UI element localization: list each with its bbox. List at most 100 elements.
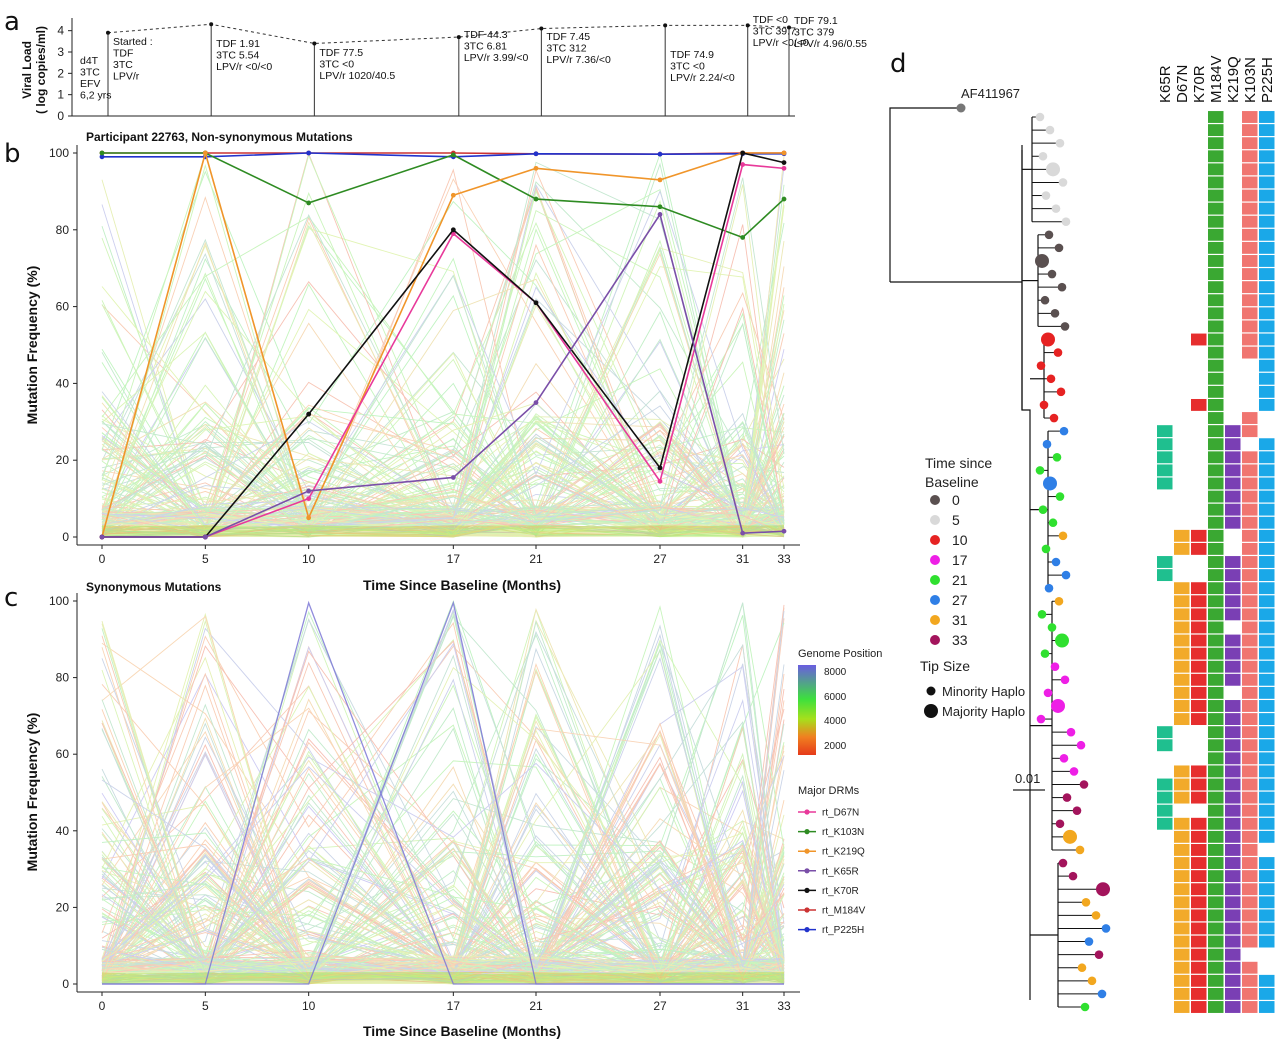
- ns-bg-line: [101, 187, 785, 537]
- syn-bg-line: [101, 728, 785, 978]
- syn-band-line: [101, 972, 785, 983]
- ns-bg-line: [101, 433, 785, 536]
- panel-label-c: c: [4, 583, 18, 613]
- heatmap-cell-K219Q: [1225, 739, 1241, 752]
- ns-band-line: [101, 525, 785, 538]
- tree-tip-17: [1060, 675, 1070, 685]
- heatmap-cell-K219Q: [1225, 817, 1241, 830]
- ns-bg-line: [101, 487, 785, 532]
- heatmap-cell-P225H: [1259, 255, 1275, 267]
- heatmap-cell-K65R: [1157, 791, 1173, 804]
- syn-band-line: [101, 972, 785, 981]
- ns-bg-line: [101, 429, 785, 537]
- heatmap-cell-K103N: [1242, 974, 1258, 987]
- ns-bg-line: [101, 178, 785, 529]
- syn-bg-line: [101, 885, 785, 980]
- heatmap-cell-K219Q: [1225, 516, 1241, 529]
- ns-band-line: [101, 526, 785, 537]
- ns-bg-line: [101, 422, 785, 535]
- panel-label-b: b: [4, 139, 21, 169]
- heatmap-cell-M184V: [1208, 569, 1224, 582]
- syn-bg-line: [101, 762, 785, 984]
- syn-band-line: [101, 972, 785, 984]
- series-rt_K70R: [99, 150, 787, 540]
- mutation-column-label-K103N: K103N: [1242, 57, 1259, 103]
- ns-background-mutations: [101, 151, 785, 538]
- viral-load-point: [745, 23, 750, 28]
- syn-bg-line: [101, 850, 785, 979]
- syn-bg-line: [101, 905, 785, 978]
- tree-tip-21: [1041, 544, 1051, 554]
- syn-bg-line: [101, 940, 785, 984]
- heatmap-cell-K219Q: [1225, 713, 1241, 726]
- time-legend-dot-31: [930, 615, 940, 625]
- heatmap-cell-D67N: [1174, 883, 1190, 896]
- syn-bg-line: [101, 717, 785, 985]
- syn-band-line: [101, 973, 785, 980]
- viral-load-annotation-line: d4T: [80, 55, 99, 67]
- heatmap-cell-M184V: [1208, 621, 1224, 634]
- drm-legend-dot-rt_K65R: [804, 868, 810, 874]
- syn-bg-line: [101, 828, 785, 970]
- ns-bg-line: [101, 331, 785, 520]
- tree-tip-33: [1062, 793, 1072, 802]
- heatmap-cell-M184V: [1208, 1001, 1224, 1013]
- heatmap-cell-K219Q: [1225, 974, 1241, 987]
- syn-bg-line: [101, 787, 785, 985]
- syn-bg-line: [101, 763, 785, 984]
- ns-bg-line: [101, 188, 785, 527]
- syn-ytick-label: 0: [62, 977, 69, 991]
- viral-load-annotation-line: Started :: [113, 36, 153, 48]
- mutation-column-label-K65R: K65R: [1157, 65, 1174, 103]
- ns-bg-line: [101, 298, 785, 534]
- syn-bg-line: [101, 610, 785, 972]
- heatmap-cell-M184V: [1208, 700, 1224, 712]
- heatmap-cell-M184V: [1208, 647, 1224, 660]
- syn-band-line: [101, 975, 785, 983]
- syn-bg-line: [101, 855, 785, 982]
- viral-load-annotation-line: 3TC 39.7: [753, 26, 796, 38]
- syn-bg-line: [101, 786, 785, 983]
- syn-bg-line: [101, 937, 785, 984]
- heatmap-cell-K103N: [1242, 1001, 1258, 1013]
- heatmap-cell-M184V: [1208, 529, 1224, 542]
- syn-bg-line: [101, 728, 785, 978]
- heatmap-cell-P225H: [1259, 307, 1275, 320]
- heatmap-cell-K219Q: [1225, 883, 1241, 896]
- syn-bg-line: [101, 970, 785, 983]
- syn-bg-line: [101, 620, 785, 981]
- syn-band-line: [101, 972, 785, 983]
- heatmap-cell-K70R: [1191, 778, 1207, 791]
- ns-band-line: [101, 528, 785, 537]
- viral-load-annotation-line: TDF 74.9: [670, 49, 714, 61]
- viral-load-annotation-line: TDF 7.45: [546, 31, 590, 43]
- syn-bg-line: [101, 729, 785, 980]
- syn-bg-line: [101, 630, 785, 984]
- syn-xtick-label: 10: [302, 999, 316, 1013]
- syn-bg-line: [101, 858, 785, 973]
- synonymous-xlabel: Time Since Baseline (Months): [363, 1023, 561, 1039]
- syn-background-mutations: [101, 599, 785, 986]
- heatmap-cell-K70R: [1191, 686, 1207, 699]
- viral-load-ylabel-1: Viral Load: [20, 41, 34, 99]
- non-synonymous-title: Participant 22763, Non-synonymous Mutati…: [86, 130, 353, 144]
- viral-load-annotation-line: 3TC 379: [794, 27, 834, 39]
- syn-bg-line: [101, 662, 785, 978]
- heatmap-cell-P225H: [1259, 333, 1275, 346]
- heatmap-cell-K103N: [1242, 215, 1258, 228]
- heatmap-cell-P225H: [1259, 516, 1275, 529]
- ns-bg-line: [101, 304, 785, 528]
- heatmap-cell-D67N: [1174, 896, 1190, 909]
- heatmap-cell-P225H: [1259, 883, 1275, 896]
- major-drms-title: Major DRMs: [798, 785, 860, 797]
- heatmap-cell-P225H: [1259, 922, 1275, 935]
- heatmap-cell-P225H: [1259, 713, 1275, 726]
- heatmap-cell-K103N: [1242, 752, 1258, 765]
- syn-bg-line: [101, 801, 785, 971]
- syn-bg-line: [101, 627, 785, 984]
- tree-tip-33: [1058, 858, 1068, 868]
- drm-legend-label-rt_K65R: rt_K65R: [822, 866, 859, 877]
- heatmap-cell-D67N: [1174, 608, 1190, 621]
- ns-band-line: [102, 525, 785, 537]
- ns-bg-line: [101, 168, 785, 518]
